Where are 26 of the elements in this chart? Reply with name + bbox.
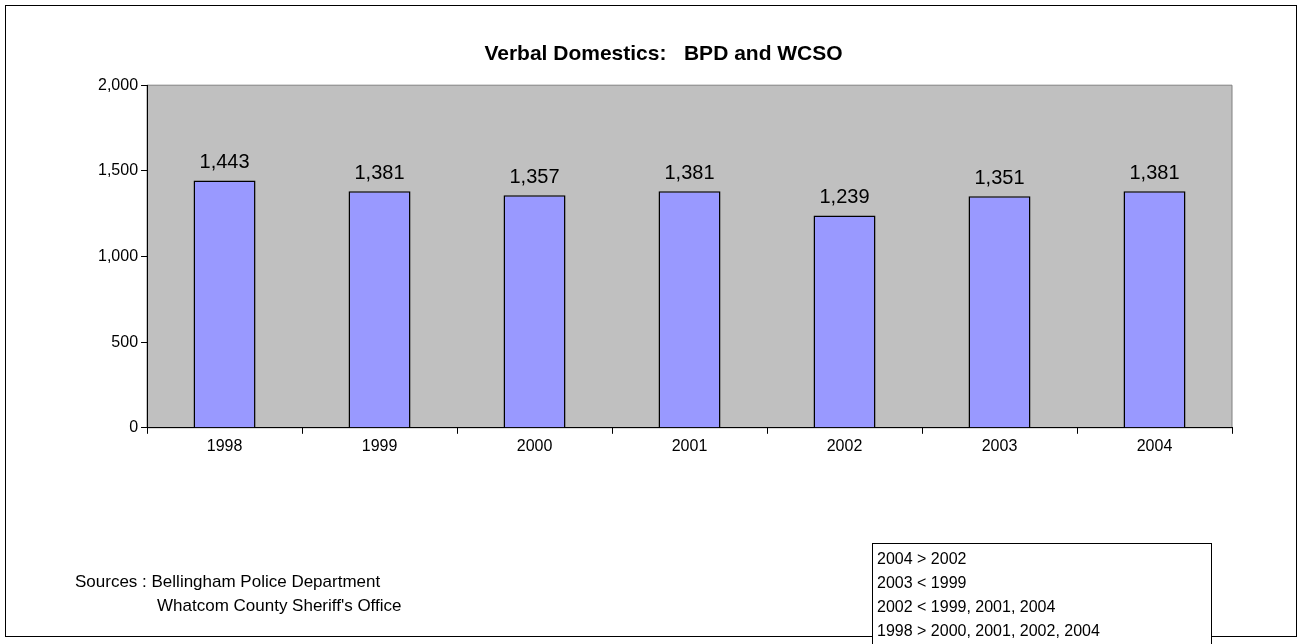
x-tick-label: 1998 [206,436,243,454]
data-label: 1,381 [1129,160,1180,183]
data-label: 1,239 [819,185,870,208]
text: 2002 < 1999, 2001, 2004 [877,597,1057,617]
y-tick-label: 1,500 [97,161,139,179]
x-tick-label: 2001 [671,436,708,454]
x-tick-label: 2003 [981,436,1018,454]
y-tick-label: 1,000 [97,246,139,264]
data-label: 1,351 [974,165,1025,188]
x-tick-label: 2000 [516,436,553,454]
data-label: 1,381 [354,160,405,183]
chart-title: Verbal Domestics: BPD and WCSO [484,41,843,65]
data-label: 1,357 [509,164,560,187]
text: 2003 < 1999 [877,573,968,593]
text: Whatcom County Sheriff's Office [156,595,402,617]
y-tick-label: 0 [129,418,139,436]
y-tick-label: 2,000 [97,75,139,93]
text: 2004 > 2002 [877,549,968,569]
y-tick-label: 500 [111,332,139,350]
data-label: 1,443 [199,150,250,173]
source-note: Sources : Bellingham Police Department [75,571,382,593]
x-tick-label: 2002 [826,436,863,454]
data-label: 1,381 [664,160,715,183]
x-tick-label: 2004 [1136,436,1173,454]
x-tick-label: 1999 [361,436,398,454]
text: 1998 > 2000, 2001, 2002, 2004 [877,621,1101,641]
